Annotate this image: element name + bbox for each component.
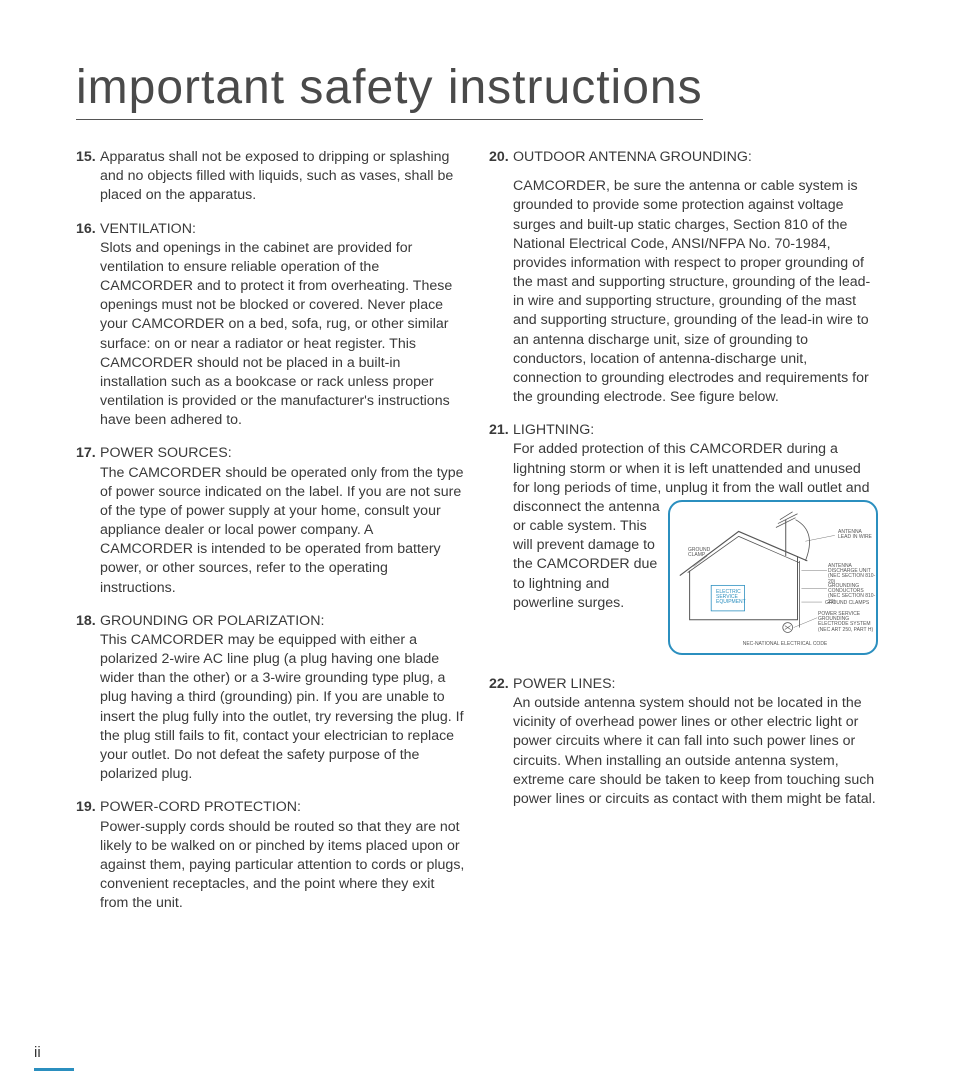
item-number: 20. xyxy=(489,148,513,167)
item-heading: OUTDOOR ANTENNA GROUNDING: xyxy=(513,148,752,167)
item-body: For added protection of this CAMCORDER d… xyxy=(513,440,878,661)
item-21: 21. LIGHTNING: For added protection of t… xyxy=(489,421,878,661)
item-body: Slots and openings in the cabinet are pr… xyxy=(100,239,465,431)
page-underline xyxy=(34,1068,74,1071)
item-body: The CAMCORDER should be operated only fr… xyxy=(100,464,465,598)
diagram-label: GROUND CLAMPS xyxy=(825,601,873,606)
content-columns: 15. Apparatus shall not be exposed to dr… xyxy=(76,148,878,927)
item-body: Power-supply cords should be routed so t… xyxy=(100,818,465,914)
item-number: 15. xyxy=(76,148,100,206)
item-number: 18. xyxy=(76,612,100,631)
item-text: Apparatus shall not be exposed to drippi… xyxy=(100,148,465,206)
item-number: 22. xyxy=(489,675,513,694)
item-number: 21. xyxy=(489,421,513,440)
item-number: 19. xyxy=(76,798,100,817)
item-body: CAMCORDER, be sure the antenna or cable … xyxy=(513,177,878,407)
diagram-label: ANTENNA LEAD IN WIRE xyxy=(838,530,874,541)
item-heading: POWER LINES: xyxy=(513,675,616,694)
item-heading: POWER-CORD PROTECTION: xyxy=(100,798,301,817)
item-22: 22. POWER LINES: An outside antenna syst… xyxy=(489,675,878,809)
item-20: 20. OUTDOOR ANTENNA GROUNDING: CAMCORDER… xyxy=(489,148,878,407)
item-heading: POWER SOURCES: xyxy=(100,444,232,463)
item-body: This CAMCORDER may be equipped with eith… xyxy=(100,631,465,784)
left-column: 15. Apparatus shall not be exposed to dr… xyxy=(76,148,465,927)
item-17: 17. POWER SOURCES: The CAMCORDER should … xyxy=(76,444,465,597)
item-16: 16. VENTILATION: Slots and openings in t… xyxy=(76,220,465,431)
item-18: 18. GROUNDING OR POLARIZATION: This CAMC… xyxy=(76,612,465,785)
diagram-label: NEC-NATIONAL ELECTRICAL CODE xyxy=(725,642,845,647)
item-15: 15. Apparatus shall not be exposed to dr… xyxy=(76,148,465,206)
item-heading: LIGHTNING: xyxy=(513,421,594,440)
diagram-label: GROUND CLAMP xyxy=(688,548,718,559)
item-body: An outside antenna system should not be … xyxy=(513,694,878,809)
item-heading: VENTILATION: xyxy=(100,220,196,239)
diagram-label: ELECTRIC SERVICE EQUIPMENT xyxy=(716,590,744,606)
diagram-label: POWER SERVICE GROUNDING ELECTRODE SYSTEM… xyxy=(818,612,876,633)
page-number: ii xyxy=(34,1044,41,1061)
page-title: important safety instructions xyxy=(76,60,703,120)
item-number: 16. xyxy=(76,220,100,239)
item-number: 17. xyxy=(76,444,100,463)
diagram-label: ANTENNA DISCHARGE UNIT (NEC SECTION 810-… xyxy=(828,564,876,585)
item-heading: GROUNDING OR POLARIZATION: xyxy=(100,612,324,631)
right-column: 20. OUTDOOR ANTENNA GROUNDING: CAMCORDER… xyxy=(489,148,878,927)
grounding-diagram: ANTENNA LEAD IN WIRE GROUND CLAMP ANTENN… xyxy=(668,500,878,655)
item-19: 19. POWER-CORD PROTECTION: Power-supply … xyxy=(76,798,465,913)
